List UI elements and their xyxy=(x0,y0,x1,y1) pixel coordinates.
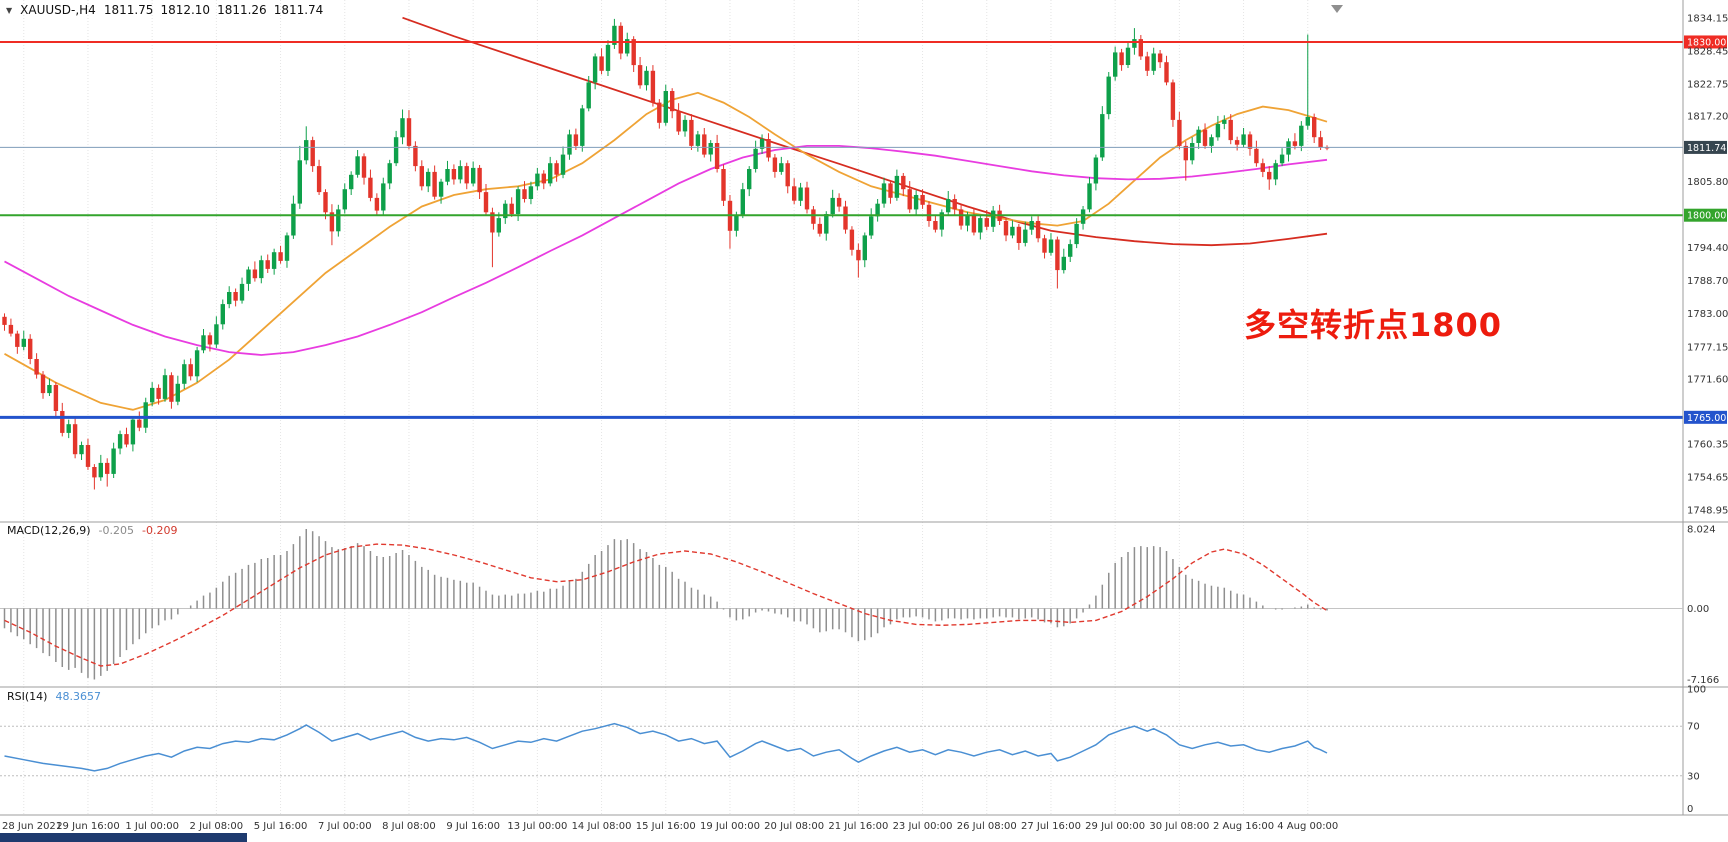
macd-main-value: -0.205 xyxy=(98,524,135,537)
ma-magenta-line xyxy=(4,145,1328,356)
chart-shift-marker-icon[interactable] xyxy=(1331,5,1343,13)
rsi-axis-label: 0 xyxy=(1687,804,1693,815)
candles-layer xyxy=(2,18,1330,490)
time-axis-label: 15 Jul 16:00 xyxy=(636,821,696,832)
rsi-value: 48.3657 xyxy=(55,690,101,703)
price-axis-label: 1754.65 xyxy=(1687,473,1728,484)
macd-axis-label: 0.00 xyxy=(1687,604,1709,615)
price-axis-label: 1760.35 xyxy=(1687,440,1728,451)
chart-annotation-text[interactable]: 多空转折点1800 xyxy=(1244,306,1503,344)
time-axis-label: 20 Jul 08:00 xyxy=(764,821,824,832)
time-axis-label: 1 Jul 00:00 xyxy=(125,821,179,832)
svg-text:1800.00: 1800.00 xyxy=(1687,211,1726,222)
time-axis-label: 7 Jul 00:00 xyxy=(318,821,372,832)
horizontal-scrollbar[interactable] xyxy=(0,833,247,842)
svg-text:1765.00: 1765.00 xyxy=(1687,413,1726,424)
time-axis-label: 27 Jul 16:00 xyxy=(1021,821,1081,832)
macd-name: MACD(12,26,9) xyxy=(7,524,91,537)
time-axis-label: 28 Jun 2021 xyxy=(2,821,62,832)
rsi-name: RSI(14) xyxy=(7,690,48,703)
time-axis-label: 13 Jul 00:00 xyxy=(507,821,567,832)
price-axis-label: 1771.60 xyxy=(1687,375,1728,386)
time-axis-label: 21 Jul 16:00 xyxy=(828,821,888,832)
price-axis-label: 1794.40 xyxy=(1687,243,1728,254)
rsi-axis-label: 30 xyxy=(1687,771,1700,782)
ma-orange-line xyxy=(4,91,1328,411)
time-axis-label: 9 Jul 16:00 xyxy=(446,821,500,832)
time-axis-label: 14 Jul 08:00 xyxy=(572,821,632,832)
rsi-line xyxy=(4,722,1328,772)
current-price-label xyxy=(1684,140,1727,154)
price-axis-label: 1828.45 xyxy=(1687,46,1728,57)
price-axis-label: 1748.95 xyxy=(1687,506,1728,517)
ohlc-header: ▼ XAUUSD-,H4 1811.75 1812.10 1811.26 181… xyxy=(6,3,323,17)
time-axis-label: 8 Jul 08:00 xyxy=(382,821,436,832)
price-level-label xyxy=(1684,208,1727,222)
close-value: 1811.74 xyxy=(273,3,324,17)
price-axis-label: 1788.70 xyxy=(1687,276,1728,287)
symbol-timeframe: XAUUSD-,H4 xyxy=(20,3,96,17)
time-axis-label: 26 Jul 08:00 xyxy=(957,821,1017,832)
macd-indicator-label: MACD(12,26,9) -0.205 -0.209 xyxy=(7,524,177,537)
time-axis-label: 4 Aug 00:00 xyxy=(1277,821,1338,832)
svg-text:1811.74: 1811.74 xyxy=(1687,143,1726,154)
time-axis-label: 5 Jul 16:00 xyxy=(254,821,308,832)
price-axis-label: 1834.15 xyxy=(1687,14,1728,25)
open-value: 1811.75 xyxy=(103,3,154,17)
low-value: 1811.26 xyxy=(217,3,267,17)
high-value: 1812.10 xyxy=(160,3,211,17)
time-axis-label: 23 Jul 00:00 xyxy=(893,821,953,832)
macd-axis-label: 8.024 xyxy=(1687,525,1716,536)
price-axis-label: 1817.20 xyxy=(1687,111,1728,122)
time-axis-label: 19 Jul 00:00 xyxy=(700,821,760,832)
symbol-dropdown-icon[interactable]: ▼ xyxy=(6,5,13,15)
rsi-indicator-label: RSI(14) 48.3657 xyxy=(7,690,101,703)
macd-histogram xyxy=(3,529,1328,680)
svg-text:1830.00: 1830.00 xyxy=(1687,37,1726,48)
macd-signal-value: -0.209 xyxy=(142,524,178,537)
time-axis-label: 2 Jul 08:00 xyxy=(190,821,244,832)
time-axis-label: 2 Aug 16:00 xyxy=(1213,821,1274,832)
macd-signal-line xyxy=(4,543,1328,667)
price-axis-label: 1777.15 xyxy=(1687,343,1728,354)
price-axis[interactable]: 1834.15 1828.45 1822.75 1817.20 1805.80 1794.… xyxy=(1687,14,1728,517)
rsi-axis-label: 100 xyxy=(1687,685,1706,696)
rsi-axis-label: 70 xyxy=(1687,722,1700,733)
time-axis-label: 29 Jun 16:00 xyxy=(56,821,120,832)
price-axis-label: 1805.80 xyxy=(1687,177,1728,188)
time-axis-label: 30 Jul 08:00 xyxy=(1149,821,1209,832)
ohlc-values: 1811.75 1812.10 1811.26 1811.74 xyxy=(104,3,324,17)
price-level-label xyxy=(1684,410,1727,424)
price-axis-label: 1783.00 xyxy=(1687,309,1728,320)
time-axis-label: 29 Jul 00:00 xyxy=(1085,821,1145,832)
price-level-label xyxy=(1684,35,1727,49)
macd-axis-label: -7.166 xyxy=(1687,675,1719,686)
ma-red-line xyxy=(402,16,1328,247)
price-axis-label: 1822.75 xyxy=(1687,79,1728,90)
